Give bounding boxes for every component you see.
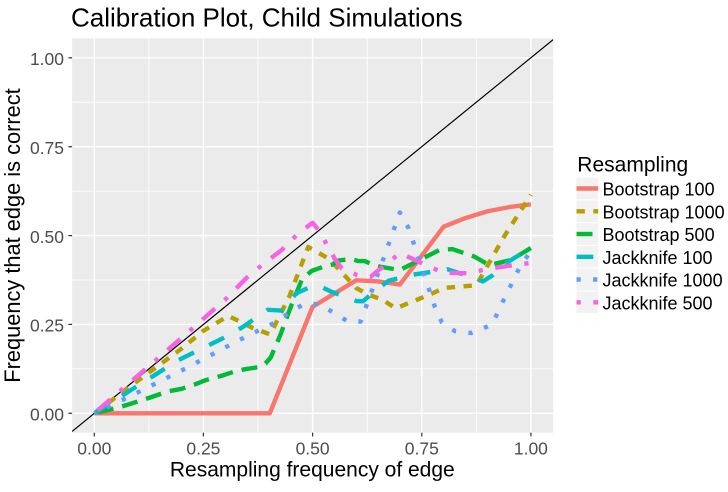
- svg-text:Jackknife 1000: Jackknife 1000: [603, 271, 723, 291]
- svg-text:Calibration Plot, Child Simula: Calibration Plot, Child Simulations: [71, 2, 463, 32]
- svg-text:0.75: 0.75: [30, 138, 64, 158]
- svg-text:0.50: 0.50: [296, 438, 330, 458]
- svg-text:Resampling: Resampling: [577, 154, 688, 177]
- svg-text:Jackknife 500: Jackknife 500: [603, 294, 713, 314]
- svg-text:Frequency that edge is correct: Frequency that edge is correct: [0, 88, 25, 382]
- svg-text:0.25: 0.25: [186, 438, 220, 458]
- svg-text:Resampling frequency of edge: Resampling frequency of edge: [170, 459, 455, 482]
- svg-text:Bootstrap 500: Bootstrap 500: [603, 225, 715, 245]
- svg-text:Bootstrap 1000: Bootstrap 1000: [603, 203, 725, 223]
- svg-text:0.00: 0.00: [77, 438, 111, 458]
- svg-text:0.00: 0.00: [30, 405, 64, 425]
- svg-text:1.00: 1.00: [514, 438, 548, 458]
- svg-text:0.75: 0.75: [405, 438, 439, 458]
- svg-text:0.50: 0.50: [30, 227, 64, 247]
- svg-text:Bootstrap 100: Bootstrap 100: [603, 180, 715, 200]
- svg-text:0.25: 0.25: [30, 316, 64, 336]
- svg-text:Jackknife 100: Jackknife 100: [603, 248, 713, 268]
- svg-text:1.00: 1.00: [30, 49, 64, 69]
